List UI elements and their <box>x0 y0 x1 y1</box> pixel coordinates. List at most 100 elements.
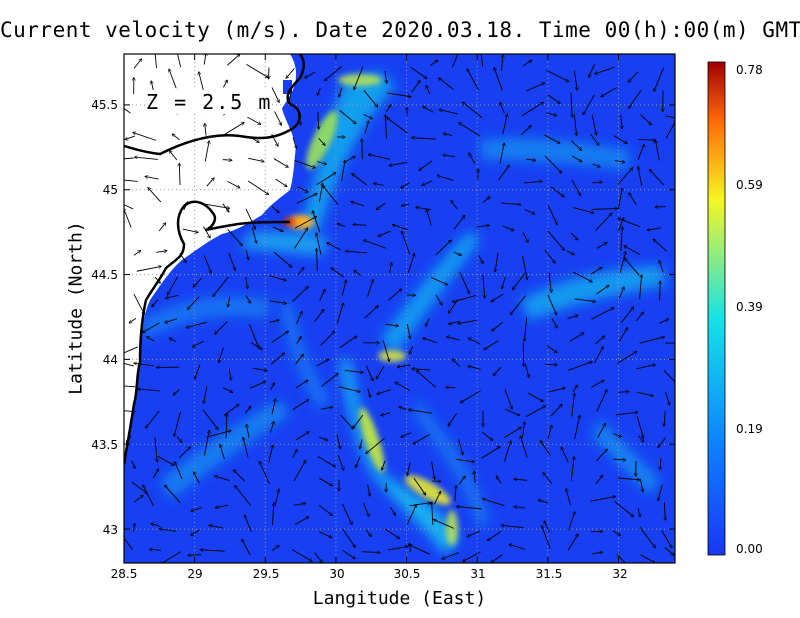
velocity-arrow <box>273 158 289 168</box>
velocity-arrow <box>566 250 574 255</box>
velocity-arrow <box>545 69 569 81</box>
velocity-arrow <box>452 295 477 302</box>
velocity-arrow <box>463 551 481 561</box>
velocity-arrow <box>474 471 475 483</box>
velocity-arrow <box>495 252 499 272</box>
velocity-arrow <box>520 126 531 136</box>
velocity-arrow <box>408 410 432 414</box>
velocity-arrow <box>443 155 456 157</box>
velocity-arrow <box>353 225 367 226</box>
velocity-arrow <box>453 251 462 255</box>
velocity-arrow <box>540 441 551 456</box>
velocity-arrow <box>366 437 385 453</box>
velocity-arrow <box>547 425 552 440</box>
velocity-arrow <box>654 67 665 92</box>
velocity-arrow <box>295 354 304 365</box>
velocity-arrow <box>271 134 278 146</box>
velocity-arrow <box>482 499 505 507</box>
velocity-arrow <box>354 270 362 277</box>
velocity-arrow <box>385 71 387 83</box>
velocity-arrow <box>638 435 644 442</box>
velocity-arrow <box>204 141 209 162</box>
velocity-arrow <box>544 521 550 532</box>
velocity-arrow <box>411 138 436 139</box>
velocity-arrow <box>269 320 280 323</box>
velocity-arrow <box>502 276 506 289</box>
depth-label: Z = 2.5 m <box>146 90 273 114</box>
velocity-arrow <box>596 242 607 249</box>
velocity-arrow <box>317 161 326 165</box>
velocity-arrow <box>613 135 627 144</box>
velocity-arrow <box>493 366 502 375</box>
velocity-arrow <box>339 336 357 349</box>
velocity-arrow <box>423 106 434 113</box>
velocity-arrow <box>384 528 400 539</box>
velocity-arrow <box>618 287 624 299</box>
velocity-arrow <box>613 500 633 517</box>
velocity-arrow <box>247 180 269 195</box>
velocity-arrow <box>413 477 426 495</box>
velocity-arrow <box>592 208 617 209</box>
velocity-arrow <box>613 459 626 460</box>
velocity-arrow <box>352 174 367 186</box>
velocity-arrow <box>455 458 475 461</box>
velocity-arrow <box>482 197 490 204</box>
velocity-arrow <box>124 346 138 354</box>
velocity-arrow <box>169 151 178 161</box>
velocity-arrow <box>193 472 200 484</box>
velocity-arrow <box>596 390 607 412</box>
velocity-arrow <box>538 500 549 504</box>
velocity-arrow <box>228 296 231 307</box>
velocity-arrow <box>151 523 161 527</box>
velocity-arrow <box>325 66 342 81</box>
velocity-arrow <box>124 536 133 550</box>
velocity-arrow <box>133 495 143 503</box>
velocity-arrow <box>522 255 528 280</box>
velocity-arrow <box>215 504 229 507</box>
velocity-arrow <box>319 436 328 441</box>
velocity-arrow <box>547 205 557 225</box>
velocity-arrow <box>202 409 218 430</box>
velocity-arrow <box>367 388 371 398</box>
velocity-arrow <box>618 218 641 228</box>
velocity-arrow <box>252 367 267 371</box>
velocity-arrow <box>172 134 180 141</box>
velocity-arrow <box>386 92 411 97</box>
velocity-arrow <box>323 186 339 205</box>
velocity-arrow <box>435 294 442 305</box>
velocity-arrow <box>222 203 229 212</box>
velocity-arrow <box>656 140 660 161</box>
velocity-arrow <box>550 186 564 197</box>
velocity-arrow <box>547 294 557 315</box>
velocity-arrow <box>296 193 317 204</box>
velocity-arrow <box>491 554 503 563</box>
velocity-arrow <box>129 318 137 323</box>
velocity-arrow <box>222 387 232 393</box>
x-axis-label: Langitude (East) <box>312 588 487 609</box>
velocity-arrow <box>417 370 436 388</box>
velocity-arrow <box>314 552 323 563</box>
velocity-arrow <box>317 456 336 466</box>
velocity-arrow <box>131 481 148 493</box>
velocity-arrow <box>133 523 134 532</box>
velocity-arrow <box>409 545 431 555</box>
velocity-arrow <box>365 529 372 537</box>
velocity-arrow <box>385 324 399 326</box>
velocity-arrow <box>591 114 596 135</box>
velocity-arrow <box>478 255 483 263</box>
velocity-arrow <box>390 507 396 515</box>
velocity-arrow <box>188 555 202 556</box>
velocity-arrow <box>514 479 528 480</box>
velocity-arrow <box>545 364 557 365</box>
velocity-arrow <box>619 252 625 273</box>
velocity-arrow <box>504 441 510 462</box>
velocity-arrow <box>615 412 638 416</box>
velocity-arrow <box>434 491 440 505</box>
velocity-arrow <box>363 90 378 107</box>
velocity-arrow <box>480 54 484 67</box>
velocity-arrow <box>145 176 159 180</box>
colorbar-tick-label: 0.19 <box>736 422 763 436</box>
velocity-arrow <box>355 456 361 468</box>
velocity-arrow <box>272 503 274 525</box>
velocity-arrow <box>344 370 363 372</box>
